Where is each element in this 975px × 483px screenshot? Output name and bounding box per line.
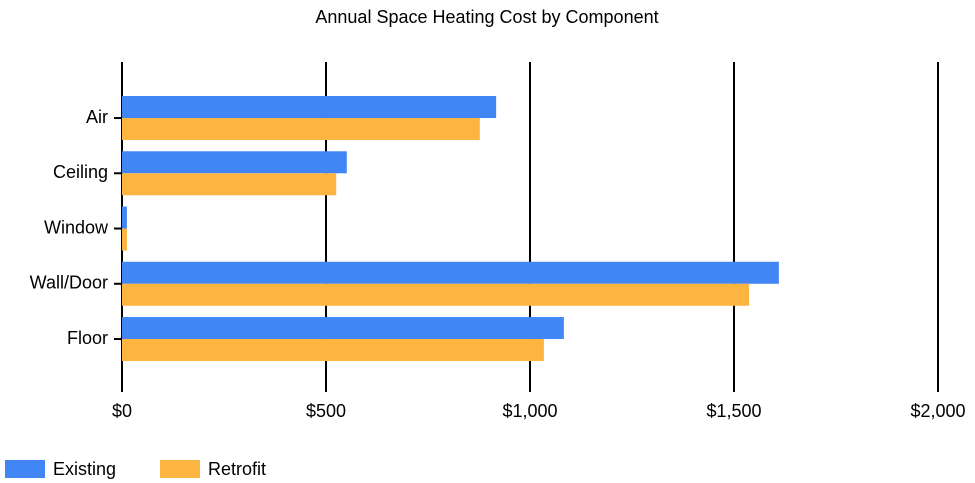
chart-title: Annual Space Heating Cost by Component bbox=[315, 7, 658, 27]
bar bbox=[122, 339, 544, 362]
y-tick-label: Floor bbox=[67, 328, 108, 348]
legend-swatch bbox=[5, 460, 45, 478]
legend-swatch bbox=[160, 460, 200, 478]
y-tick-label: Wall/Door bbox=[30, 273, 108, 293]
bar bbox=[122, 96, 497, 119]
y-tick-label: Air bbox=[86, 107, 108, 127]
legend-label: Retrofit bbox=[208, 459, 266, 479]
bar bbox=[122, 173, 337, 196]
bar bbox=[122, 283, 750, 306]
y-tick-label: Ceiling bbox=[53, 162, 108, 182]
x-tick-label: $0 bbox=[112, 401, 132, 421]
legend-label: Existing bbox=[53, 459, 116, 479]
y-tick-label: Window bbox=[44, 217, 109, 237]
bar bbox=[122, 261, 779, 284]
bar bbox=[122, 228, 127, 251]
bar bbox=[122, 317, 564, 340]
x-tick-label: $1,000 bbox=[502, 401, 557, 421]
x-tick-label: $500 bbox=[306, 401, 346, 421]
bar bbox=[122, 206, 127, 229]
x-tick-label: $2,000 bbox=[910, 401, 965, 421]
bar bbox=[122, 151, 347, 174]
x-tick-label: $1,500 bbox=[706, 401, 761, 421]
bar bbox=[122, 118, 480, 141]
